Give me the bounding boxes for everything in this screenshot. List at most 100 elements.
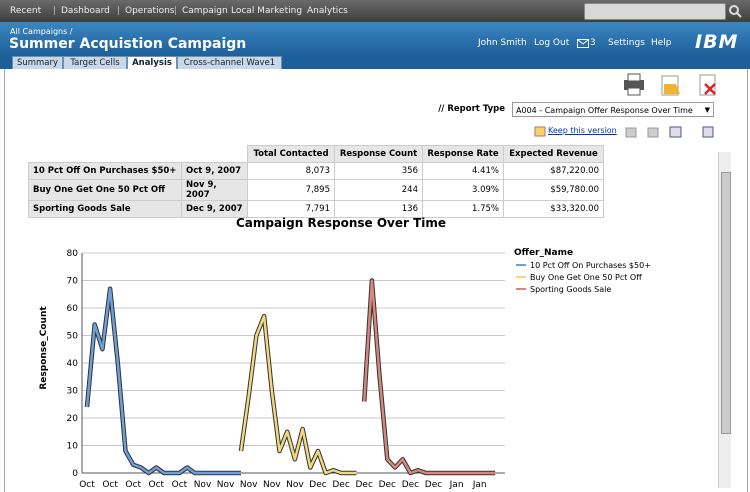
y-tick-label: 0 — [72, 469, 78, 479]
tab[interactable]: Analysis — [127, 56, 177, 69]
y-axis-title: Response_Count — [39, 306, 49, 390]
line-outline — [238, 314, 357, 476]
search-box[interactable] — [584, 3, 726, 20]
y-tick-label: 30 — [67, 387, 79, 397]
x-tick-label: Nov — [263, 480, 281, 490]
row-label: 10 Pct Off On Purchases $50+ — [28, 162, 182, 180]
cell: 4.41% — [422, 162, 504, 180]
export-button[interactable] — [661, 75, 680, 96]
y-tick-label: 50 — [67, 332, 79, 342]
top-nav: Recent Dashboard | Operations | Campaign | Loca… — [0, 0, 750, 22]
x-tick-label: Dec — [379, 480, 396, 490]
search-icon[interactable] — [728, 4, 742, 18]
tab-bar: Summary Target Cells Analysis Cross-channel… — [0, 55, 750, 69]
header-row: Total Contacted Response Count Response Ra… — [29, 145, 604, 163]
cell: 3.09% — [422, 179, 504, 201]
table-row: Buy One Get One 50 Pct Off Nov 9, 2007 7,8… — [28, 179, 604, 201]
x-tick-label: Oct — [79, 480, 95, 490]
chart: Campaign Response Over Time Response_Cou… — [39, 216, 651, 490]
report-type-select[interactable]: A004 - Campaign Offer Response Over Time… — [512, 102, 714, 117]
y-tick-label: 20 — [67, 414, 79, 424]
content — [4, 69, 748, 492]
cell: 136 — [334, 200, 423, 218]
tab[interactable]: Summary — [12, 56, 63, 69]
column-header: Response Count — [334, 145, 423, 163]
message-count[interactable]: 3 — [590, 38, 596, 48]
scroll-thumb[interactable] — [721, 172, 731, 434]
logo: IBM — [695, 31, 739, 53]
nav-separator: | — [53, 6, 57, 16]
legend-label: Sporting Goods Sale — [530, 285, 611, 294]
cell: $87,220.00 — [503, 162, 604, 180]
keep-version-link[interactable]: Keep this version — [548, 126, 617, 135]
x-tick-label: Dec — [425, 480, 442, 490]
header: All Campaigns / Summer Acquistion Campai… — [0, 22, 750, 56]
mail-icon[interactable] — [577, 39, 589, 48]
x-tick-label: Nov — [286, 480, 304, 490]
x-tick-label: Oct — [172, 480, 188, 490]
y-tick-label: 80 — [67, 249, 79, 259]
print-button[interactable] — [624, 73, 644, 96]
x-tick-label: Oct — [125, 480, 141, 490]
x-tick-label: Nov — [217, 480, 235, 490]
keep-icon — [534, 126, 546, 137]
nav-item[interactable]: Recent — [10, 6, 42, 16]
x-tick-label: Oct — [149, 480, 165, 490]
nav-item[interactable]: Analytics — [307, 6, 348, 16]
x-tick-label: Dec — [355, 480, 372, 490]
x-tick-label: Jan — [449, 480, 464, 490]
logout[interactable]: Log Out — [534, 38, 570, 48]
row-label: Sporting Goods Sale — [28, 200, 182, 218]
y-tick-label: 40 — [67, 359, 79, 369]
row-label: Oct 9, 2007 — [181, 162, 248, 180]
line-outline — [361, 278, 496, 476]
table-row: 10 Pct Off On Purchases $50+ Oct 9, 2007 8… — [28, 162, 604, 180]
column-header: Total Contacted — [247, 145, 335, 163]
cell: 244 — [334, 179, 423, 201]
tab[interactable]: Target Cells — [63, 56, 127, 69]
x-tick-label: Dec — [309, 480, 326, 490]
tool-icon[interactable] — [625, 127, 637, 138]
cell: 7,895 — [247, 179, 335, 201]
tab[interactable]: Cross-channel Wave1 — [177, 56, 282, 69]
scrollbar[interactable] — [718, 152, 731, 488]
tool-icon[interactable] — [702, 126, 714, 138]
series-line — [239, 315, 357, 475]
selected-report: A004 - Campaign Offer Response Over Time — [516, 106, 693, 115]
nav-item[interactable]: Dashboard — [61, 6, 110, 16]
tool-icon[interactable] — [669, 126, 682, 138]
cell: 356 — [334, 162, 423, 180]
blank-cell — [29, 146, 248, 163]
x-tick-label: Nov — [194, 480, 212, 490]
nav-separator: | — [174, 6, 178, 16]
settings[interactable]: Settings — [608, 38, 645, 48]
cell: $33,320.00 — [503, 200, 604, 218]
breadcrumb[interactable]: All Campaigns / — [10, 27, 73, 36]
series-line — [85, 287, 241, 475]
table-row: Sporting Goods Sale Dec 9, 2007 7,791 136 1.… — [28, 200, 604, 218]
report-type-label: // Report Type — [438, 104, 505, 114]
help[interactable]: Help — [651, 38, 672, 48]
series-line — [362, 279, 496, 475]
row-label: Nov 9, 2007 — [181, 179, 248, 201]
tool-icon[interactable] — [647, 127, 659, 138]
page-title: Summer Acquistion Campaign — [9, 36, 247, 52]
nav-item[interactable]: Campaign — [182, 6, 228, 16]
cell: $59,780.00 — [503, 179, 604, 201]
summary-table: Total Contacted Response Count Response Ra… — [28, 145, 604, 218]
cell: 8,073 — [247, 162, 335, 180]
nav-item[interactable]: Local Marketing — [231, 6, 303, 16]
x-tick-label: Nov — [240, 480, 258, 490]
dropdown-arrow[interactable]: ▼ — [704, 106, 710, 114]
row-label: Buy One Get One 50 Pct Off — [28, 179, 182, 201]
cell: 1.75% — [422, 200, 504, 218]
nav-separator: | — [117, 6, 121, 16]
nav-item[interactable]: Operations — [125, 6, 175, 16]
report-tools — [625, 126, 714, 138]
close-button[interactable] — [699, 74, 716, 96]
user-name[interactable]: John Smith — [478, 38, 527, 48]
legend-label: 10 Pct Off On Purchases $50+ — [530, 261, 651, 270]
column-header: Expected Revenue — [503, 145, 604, 163]
y-tick-label: 70 — [67, 277, 79, 287]
